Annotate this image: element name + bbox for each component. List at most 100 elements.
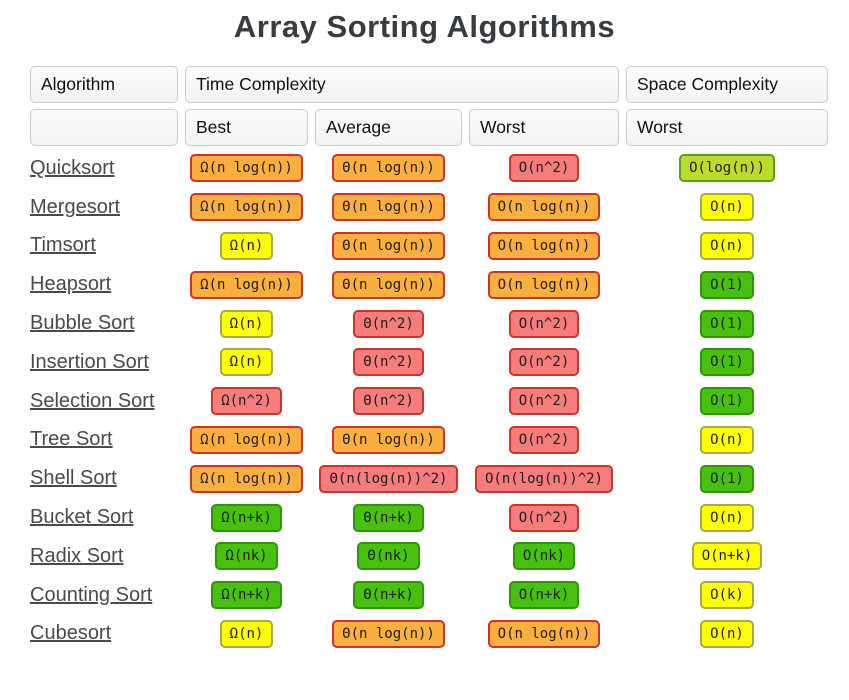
best-complexity-badge: Ω(n log(n)) [190,270,303,299]
header-average: Average [315,109,462,146]
table-row-algorithm: Insertion Sort [30,351,178,374]
space-complexity-badge: O(1) [700,348,754,377]
space-cell: O(1) [626,464,828,493]
algorithm-link[interactable]: Bucket Sort [30,506,134,529]
space-complexity-badge: O(log(n)) [679,154,775,183]
table-row-algorithm: Radix Sort [30,545,178,568]
space-cell: O(n) [626,619,828,648]
space-complexity-badge: O(n+k) [691,542,763,571]
space-cell: O(n) [626,503,828,532]
algorithm-link[interactable]: Radix Sort [30,544,124,567]
algorithm-link[interactable]: Tree Sort [30,428,113,451]
average-cell: Θ(nk) [315,542,462,571]
algorithm-link[interactable]: Bubble Sort [30,312,135,335]
worst-complexity-badge: O(n+k) [508,581,580,610]
best-cell: Ω(nk) [185,542,308,571]
worst-complexity-badge: O(n log(n)) [487,193,601,222]
worst-cell: O(n log(n)) [469,231,619,260]
algorithm-link[interactable]: Mergesort [30,195,121,218]
best-cell: Ω(n log(n)) [185,154,308,183]
best-complexity-badge: Ω(n log(n)) [190,154,303,183]
worst-cell: O(n+k) [469,581,619,610]
worst-complexity-badge: O(n log(n)) [487,231,601,260]
worst-complexity-badge: O(n log(n)) [487,619,601,648]
average-complexity-badge: Θ(n^2) [353,387,424,416]
header-blank [30,109,178,146]
space-complexity-badge: O(n) [700,425,754,454]
average-cell: Θ(n log(n)) [315,425,462,454]
best-cell: Ω(n log(n)) [185,464,308,493]
space-cell: O(n) [626,193,828,222]
algorithm-link[interactable]: Quicksort [30,156,115,179]
space-complexity-badge: O(n) [700,231,754,260]
table-row-algorithm: Selection Sort [30,390,178,413]
average-cell: Θ(n log(n)) [315,193,462,222]
average-complexity-badge: Θ(n log(n)) [332,231,445,260]
algorithm-link[interactable]: Timsort [30,234,96,257]
table-row-algorithm: Cubesort [30,622,178,645]
sorting-table: Algorithm Time Complexity Space Complexi… [30,66,830,653]
page-title: Array Sorting Algorithms [233,9,616,44]
best-cell: Ω(n+k) [185,581,308,610]
best-complexity-badge: Ω(n^2) [211,387,282,416]
space-cell: O(1) [626,309,828,338]
best-cell: Ω(n) [185,309,308,338]
worst-complexity-badge: O(n^2) [508,309,580,338]
algorithm-link[interactable]: Heapsort [30,273,112,296]
worst-cell: O(n^2) [469,425,619,454]
best-complexity-badge: Ω(n) [219,348,274,377]
worst-cell: O(n^2) [469,387,619,416]
average-complexity-badge: Θ(n log(n)) [332,619,445,648]
average-complexity-badge: Θ(n+k) [353,503,424,532]
best-cell: Ω(n log(n)) [185,425,308,454]
algorithm-link[interactable]: Selection Sort [30,389,155,412]
worst-cell: O(n^2) [469,309,619,338]
best-complexity-badge: Ω(n log(n)) [190,464,303,493]
worst-complexity-badge: O(n^2) [508,154,580,183]
best-cell: Ω(n+k) [185,503,308,532]
worst-cell: O(n(log(n))^2) [469,464,619,493]
worst-cell: O(nk) [469,542,619,571]
space-complexity-badge: O(1) [700,270,754,299]
header-worst-space: Worst [626,109,828,146]
table-row-algorithm: Timsort [30,234,178,257]
worst-cell: O(n log(n)) [469,619,619,648]
average-complexity-badge: Θ(nk) [357,542,420,571]
average-cell: Θ(n(log(n))^2) [315,464,462,493]
space-cell: O(n) [626,231,828,260]
algorithm-link[interactable]: Cubesort [30,622,112,645]
best-complexity-badge: Ω(n log(n)) [190,425,303,454]
best-cell: Ω(n log(n)) [185,193,308,222]
average-cell: Θ(n log(n)) [315,231,462,260]
header-worst-time: Worst [469,109,619,146]
header-time-complexity: Time Complexity [185,66,619,103]
worst-cell: O(n^2) [469,348,619,377]
average-complexity-badge: Θ(n(log(n))^2) [319,464,458,493]
table-row-algorithm: Counting Sort [30,584,178,607]
space-complexity-badge: O(1) [700,464,754,493]
algorithm-link[interactable]: Shell Sort [30,467,117,490]
algorithm-link[interactable]: Insertion Sort [30,350,149,373]
worst-cell: O(n^2) [469,503,619,532]
average-complexity-badge: Θ(n+k) [353,581,424,610]
table-row-algorithm: Shell Sort [30,467,178,490]
space-cell: O(1) [626,348,828,377]
average-cell: Θ(n log(n)) [315,270,462,299]
header-space-complexity: Space Complexity [626,66,828,103]
table-row-algorithm: Heapsort [30,273,178,296]
algorithm-link[interactable]: Counting Sort [30,583,153,606]
table-row-algorithm: Bucket Sort [30,506,178,529]
average-complexity-badge: Θ(n log(n)) [332,193,445,222]
space-complexity-badge: O(n) [700,503,754,532]
table-row-algorithm: Bubble Sort [30,312,178,335]
worst-complexity-badge: O(n^2) [508,348,580,377]
space-complexity-badge: O(n) [700,619,754,648]
average-cell: Θ(n+k) [315,503,462,532]
average-cell: Θ(n^2) [315,309,462,338]
average-cell: Θ(n^2) [315,348,462,377]
space-cell: O(n+k) [626,542,828,571]
space-complexity-badge: O(1) [700,387,754,416]
table-header: Algorithm Time Complexity Space Complexi… [30,66,830,146]
average-cell: Θ(n^2) [315,387,462,416]
worst-complexity-badge: O(n^2) [508,503,580,532]
